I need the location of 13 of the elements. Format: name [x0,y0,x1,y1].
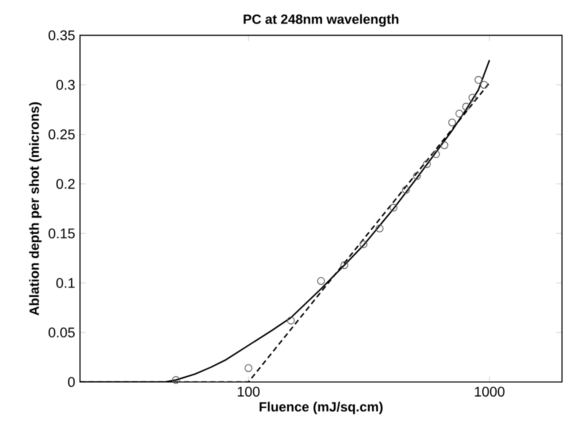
y-tick-label: 0.15 [48,228,75,238]
y-tick-label: 0.3 [56,80,75,90]
y-tick-label: 0.25 [48,129,75,140]
chart-title: PC at 248nm wavelength [244,14,398,27]
y-tick-label: 0.35 [48,30,75,40]
x-tick-label: 1000 [474,386,504,397]
y-axis-title: Ablation depth per shot (microns) [29,102,42,316]
x-tick-label: 100 [238,386,260,397]
y-tick-label: 0 [68,377,75,387]
x-axis-title: Fluence (mJ/sq.cm) [260,402,383,414]
y-tick-label: 0.1 [56,278,75,288]
y-tick-label: 0.05 [48,328,75,338]
y-tick-label: 0.2 [56,178,75,189]
